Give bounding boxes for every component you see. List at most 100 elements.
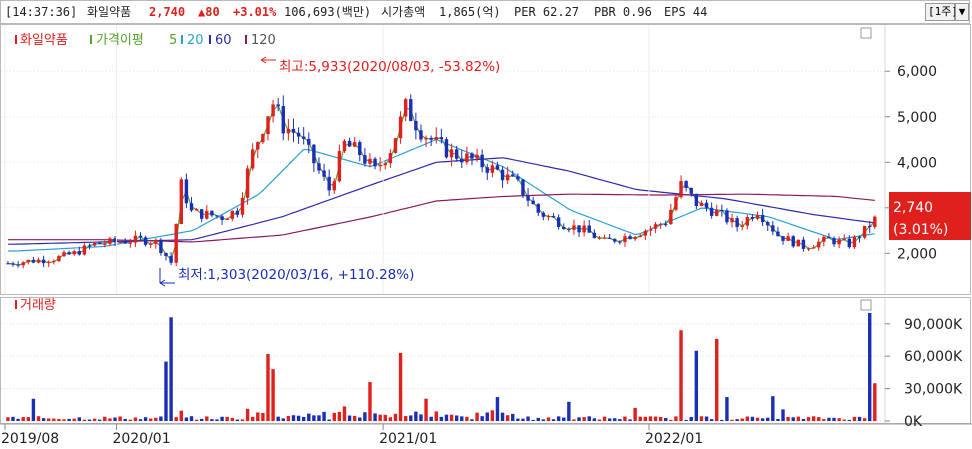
candle — [133, 230, 138, 248]
candle-body — [21, 262, 25, 266]
volume-bar — [62, 419, 66, 421]
candle — [327, 169, 331, 196]
volume-bar — [638, 416, 642, 421]
candle — [250, 143, 255, 171]
candle — [77, 246, 82, 256]
volume-bar — [720, 419, 724, 421]
candle-body — [465, 153, 469, 163]
candle — [444, 137, 449, 159]
candle — [424, 135, 428, 147]
candle-body — [347, 140, 352, 147]
volume-bar — [740, 418, 744, 421]
candle — [766, 220, 770, 231]
candle-body — [36, 259, 41, 263]
quote-header: [14:37:36] 화일약품 2,740 ▲80 +3.01% 106,693… — [0, 0, 970, 24]
volume-bar — [368, 382, 372, 421]
candle-body — [572, 225, 576, 230]
price-tick-label: 6,000 — [897, 64, 937, 80]
candle-body — [317, 163, 321, 171]
candle-body — [424, 137, 428, 140]
candle — [322, 163, 326, 181]
candle-body — [179, 179, 183, 225]
candle — [602, 234, 607, 239]
volume-bar — [531, 419, 535, 421]
candle-body — [730, 218, 734, 223]
candle-body — [41, 259, 46, 264]
candle — [822, 235, 826, 247]
candle — [592, 229, 597, 239]
candle-body — [811, 247, 816, 249]
candle — [108, 236, 112, 247]
period-dropdown-icon[interactable]: ▼ — [955, 3, 969, 21]
market-cap-value: 1,865(억) — [439, 5, 501, 19]
candle-body — [449, 149, 454, 158]
volume-bar — [633, 407, 637, 421]
low-arrow-head — [159, 279, 166, 287]
volume-bar — [562, 417, 566, 421]
volume-bar — [643, 416, 648, 421]
price-panel-settings-icon[interactable] — [860, 27, 872, 39]
volume-panel-settings-icon[interactable] — [860, 299, 872, 311]
candle-body — [67, 252, 71, 255]
volume-panel-frame — [0, 297, 971, 424]
candle — [148, 241, 153, 249]
volume-bar — [480, 416, 484, 421]
ma120-line — [7, 193, 875, 243]
price-badge-rate: (3.01%) — [893, 222, 948, 238]
volume-bar — [41, 418, 46, 421]
price-tick-label: 4,000 — [897, 155, 937, 171]
candle — [852, 235, 857, 250]
period-button[interactable]: [1주] — [925, 3, 958, 21]
volume-bar — [225, 416, 229, 421]
volume-bar — [332, 412, 336, 421]
candle — [791, 235, 795, 248]
candle — [31, 257, 36, 264]
candle — [715, 204, 719, 217]
volume-bar — [490, 410, 495, 421]
candle-body — [842, 238, 846, 240]
candle-body — [755, 215, 760, 219]
trade-volume: 106,693(백만) — [284, 5, 372, 19]
candle-body — [414, 120, 418, 131]
candle-body — [796, 239, 801, 247]
volume-bar — [516, 418, 520, 421]
candle-body — [220, 216, 224, 220]
volume-bar — [817, 417, 821, 421]
candle-body — [740, 225, 744, 227]
volume-bar — [307, 413, 311, 421]
volume-bar — [82, 419, 87, 421]
volume-bar — [148, 418, 153, 421]
volume-bar — [796, 416, 801, 421]
candle — [572, 219, 576, 235]
volume-bar — [363, 412, 367, 421]
candle — [307, 132, 311, 154]
volume-bar — [87, 419, 92, 421]
candle — [174, 223, 178, 266]
candle-body — [822, 236, 826, 242]
candle-body — [271, 104, 275, 117]
candle — [199, 209, 204, 223]
candle-body — [745, 217, 750, 226]
candle — [674, 194, 678, 212]
candle-body — [684, 181, 688, 188]
volume-bar — [383, 414, 387, 421]
volume-bar — [868, 312, 872, 421]
candle-body — [546, 216, 551, 218]
candle-body — [832, 238, 836, 245]
candle — [709, 202, 714, 219]
candle-body — [261, 134, 265, 143]
candle-body — [123, 241, 127, 244]
volume-bar — [725, 397, 729, 421]
candle-body — [62, 252, 66, 257]
candle — [47, 260, 51, 267]
candle-body — [138, 235, 143, 238]
candle — [62, 250, 66, 258]
candle — [194, 208, 199, 211]
candle-body — [312, 144, 316, 164]
candle-body — [551, 216, 556, 218]
candle — [541, 211, 546, 221]
candle-body — [592, 232, 597, 239]
candle — [409, 94, 413, 122]
volume-bar — [199, 418, 204, 421]
volume-bar — [511, 413, 515, 421]
